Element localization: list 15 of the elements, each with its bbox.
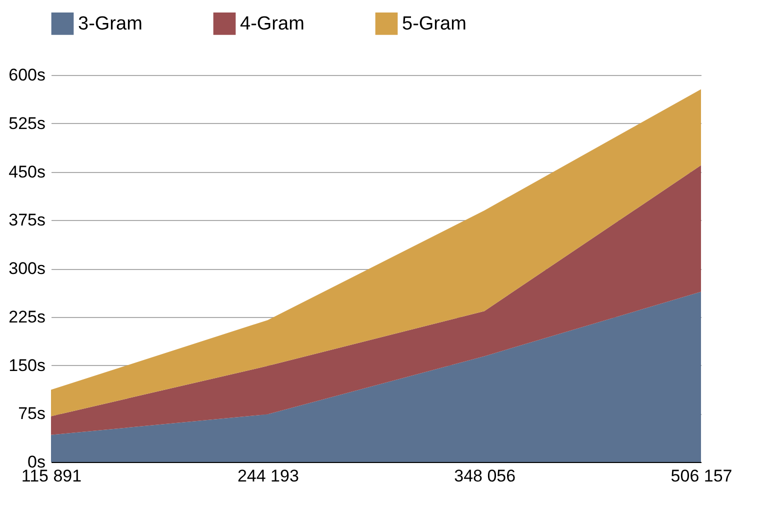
x-tick-label: 506 157 [670,466,732,486]
y-tick-label: 225s [8,307,46,326]
legend-label: 5-Gram [402,14,466,35]
y-tick-label: 600s [8,66,46,84]
y-tick-label: 300s [8,259,46,278]
y-tick-label: 150s [8,356,46,375]
x-tick-label: 244 193 [237,466,299,486]
y-tick-label: 75s [18,404,46,424]
x-tick-label: 115 891 [21,466,82,486]
legend-label: 4-Gram [240,14,304,35]
y-tick-label: 525s [8,114,46,133]
y-tick-label: 375s [8,210,46,230]
legend-label: 3-Gram [78,14,142,35]
x-tick-label: 348 056 [454,466,516,486]
y-tick-label: 450s [8,162,46,182]
